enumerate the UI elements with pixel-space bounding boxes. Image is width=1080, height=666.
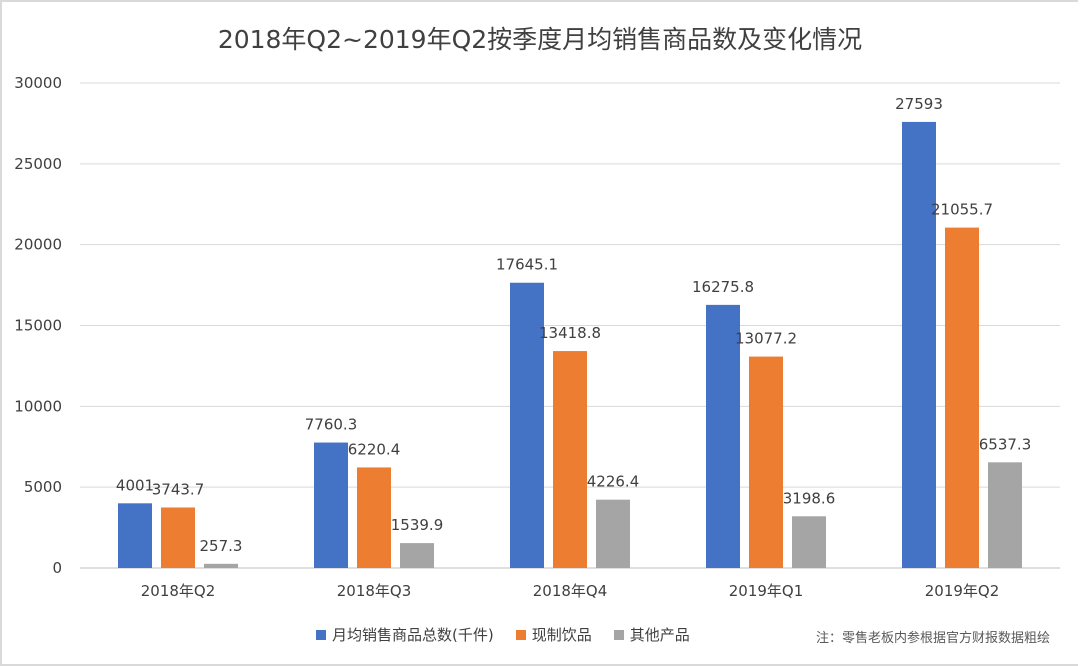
bar [749, 356, 783, 568]
data-label: 4226.4 [587, 473, 640, 491]
bar [988, 462, 1022, 568]
source-note: 注：零售老板内参根据官方财报数据粗绘 [816, 631, 1051, 646]
legend-label: 现制饮品 [531, 626, 592, 644]
legend-item: 现制饮品 [515, 624, 592, 645]
data-label: 3198.6 [783, 489, 836, 507]
y-tick-label: 0 [52, 559, 62, 577]
legend-item: 其他产品 [613, 624, 690, 645]
data-label: 6220.4 [348, 440, 401, 458]
bar [945, 227, 979, 568]
bar [706, 304, 740, 568]
x-tick-label: 2019年Q1 [729, 582, 804, 600]
bar [902, 121, 936, 568]
data-label: 3743.7 [152, 480, 205, 498]
data-label: 257.3 [200, 537, 243, 555]
data-label: 21055.7 [931, 201, 993, 219]
y-tick-label: 20000 [14, 236, 62, 254]
bar [510, 282, 544, 568]
legend-label: 其他产品 [629, 626, 690, 644]
data-label: 7760.3 [305, 416, 358, 434]
y-tick-label: 5000 [24, 478, 62, 496]
bar [553, 351, 587, 568]
data-label: 27593 [895, 95, 943, 113]
bar [357, 467, 391, 568]
data-label: 4001 [116, 476, 154, 494]
bar [792, 516, 826, 568]
legend-item: 月均销售商品总数(千件) [316, 624, 494, 645]
chart-title: 2018年Q2~2019年Q2按季度月均销售商品数及变化情况 [217, 25, 863, 54]
data-label: 17645.1 [496, 256, 558, 274]
bar [118, 503, 152, 568]
legend-swatch [515, 629, 526, 640]
x-tick-label: 2019年Q2 [925, 582, 1000, 600]
legend-swatch [316, 629, 326, 640]
y-tick-label: 25000 [14, 155, 62, 173]
bar [400, 543, 434, 568]
data-label: 16275.8 [692, 278, 754, 296]
y-tick-label: 30000 [14, 74, 62, 92]
data-label: 13077.2 [735, 330, 797, 348]
legend: 月均销售商品总数(千件) 现制饮品 其他产品 [316, 624, 690, 645]
legend-label: 月均销售商品总数(千件) [332, 626, 494, 644]
bar [161, 507, 195, 568]
data-label: 1539.9 [391, 516, 444, 534]
data-label: 13418.8 [539, 324, 601, 342]
y-tick-label: 15000 [14, 317, 62, 335]
x-tick-label: 2018年Q2 [141, 582, 216, 600]
bar [314, 442, 348, 568]
bar [204, 563, 238, 568]
y-tick-label: 10000 [14, 397, 62, 415]
x-tick-label: 2018年Q3 [337, 582, 412, 600]
x-tick-label: 2018年Q4 [533, 582, 608, 600]
data-label: 6537.3 [979, 435, 1032, 453]
legend-swatch [613, 629, 624, 640]
bar [596, 499, 630, 568]
